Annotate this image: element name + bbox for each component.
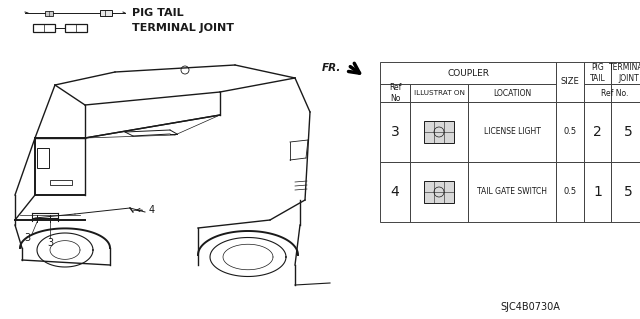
Text: Ref
No: Ref No (389, 83, 401, 103)
Bar (380, 162, 410, 222)
Text: 1: 1 (593, 185, 602, 199)
Text: PIG TAIL: PIG TAIL (132, 8, 184, 18)
Bar (380, 102, 410, 162)
Bar (50, 180, 72, 185)
Text: Ref No.: Ref No. (602, 88, 628, 98)
Bar (45, 11, 53, 16)
Bar (410, 162, 468, 222)
Text: TERMINAL
JOINT: TERMINAL JOINT (609, 63, 640, 83)
Bar (100, 10, 112, 16)
Bar (410, 84, 468, 102)
Bar (37, 148, 49, 168)
Bar (611, 84, 640, 102)
Bar (65, 24, 87, 32)
Text: COUPLER: COUPLER (447, 69, 489, 78)
Bar (556, 62, 584, 102)
Text: LICENSE LIGHT: LICENSE LIGHT (484, 128, 540, 137)
Text: ILLUSTRAT ON: ILLUSTRAT ON (413, 90, 465, 96)
Text: 0.5: 0.5 (563, 128, 577, 137)
Text: FR.: FR. (322, 63, 341, 73)
Bar (556, 162, 584, 222)
Bar (424, 121, 454, 143)
Text: 5: 5 (624, 185, 633, 199)
Text: 4: 4 (149, 205, 155, 215)
Bar (584, 84, 611, 102)
Text: 3: 3 (47, 238, 53, 248)
Bar (468, 162, 556, 222)
Bar (380, 84, 410, 102)
Text: 3: 3 (24, 233, 30, 243)
Bar (424, 181, 454, 203)
Text: LOCATION: LOCATION (493, 88, 531, 98)
Bar (556, 102, 584, 162)
Text: SIZE: SIZE (561, 78, 579, 86)
Bar (584, 162, 611, 222)
Text: TAIL GATE SWITCH: TAIL GATE SWITCH (477, 188, 547, 197)
Text: 2: 2 (593, 125, 602, 139)
Text: 5: 5 (624, 125, 633, 139)
Bar (410, 102, 468, 162)
Bar (611, 62, 640, 84)
Text: 3: 3 (390, 125, 399, 139)
Bar (611, 102, 640, 162)
Bar (584, 102, 611, 162)
Bar (380, 62, 556, 84)
Bar (584, 62, 611, 84)
Bar (468, 102, 556, 162)
Text: TERMINAL JOINT: TERMINAL JOINT (132, 23, 234, 33)
Text: PIG
TAIL: PIG TAIL (589, 63, 605, 83)
Bar (468, 84, 556, 102)
Text: 4: 4 (390, 185, 399, 199)
Bar (611, 162, 640, 222)
Text: SJC4B0730A: SJC4B0730A (500, 302, 560, 312)
Text: 0.5: 0.5 (563, 188, 577, 197)
Bar (33, 24, 55, 32)
